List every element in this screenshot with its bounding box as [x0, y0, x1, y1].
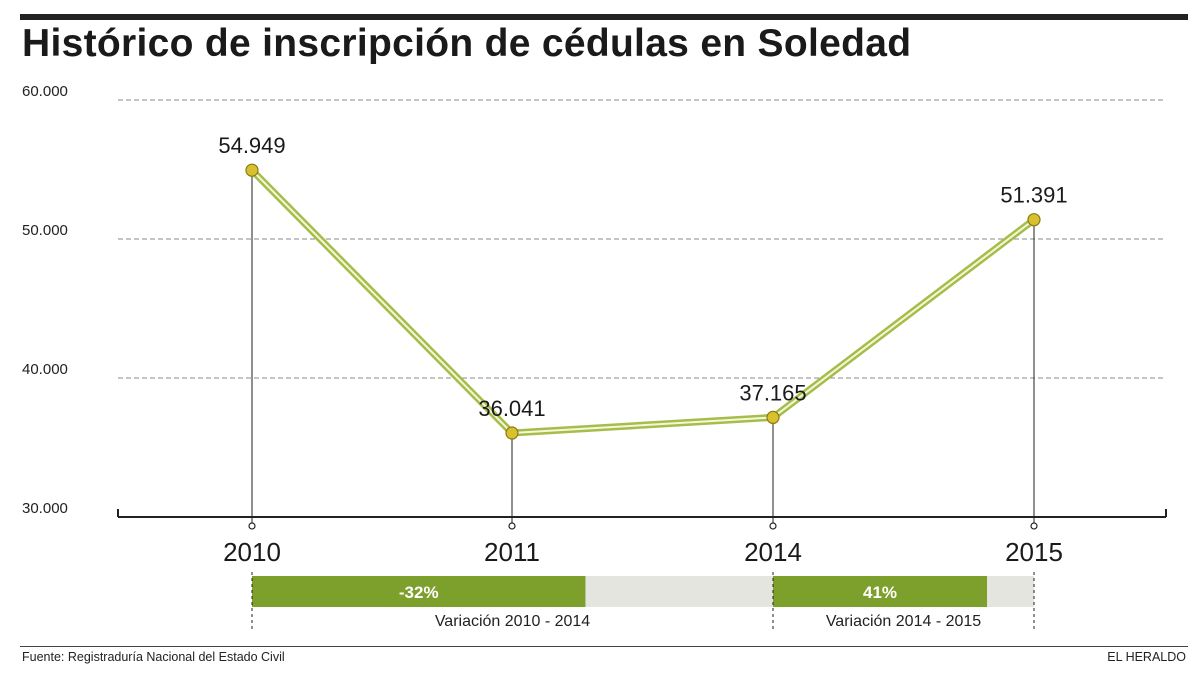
variation-value: -32%: [399, 583, 439, 602]
data-point: [505, 426, 519, 440]
footer-rule: [20, 646, 1188, 647]
x-tick-marker: [508, 522, 516, 530]
variation-value: 41%: [863, 583, 897, 602]
data-point: [1027, 213, 1041, 227]
y-tick-label: 60.000: [22, 83, 68, 100]
variation-label: Variación 2010 - 2014: [435, 613, 590, 630]
variation-label: Variación 2014 - 2015: [826, 613, 981, 630]
x-tick-marker: [248, 522, 256, 530]
source-note: Fuente: Registraduría Nacional del Estad…: [22, 650, 285, 664]
y-tick-label: 50.000: [22, 222, 68, 239]
variation-bar-fill: [773, 576, 988, 607]
series-line-highlight: [251, 169, 1035, 435]
publisher-brand: EL HERALDO: [1107, 650, 1186, 664]
data-label: 37.165: [739, 380, 806, 405]
variation-bar-fill: [252, 576, 586, 607]
y-tick-label: 30.000: [22, 500, 68, 517]
data-label: 51.391: [1000, 183, 1067, 208]
data-label: 54.949: [218, 133, 285, 158]
data-point: [766, 410, 780, 425]
chart-title: Histórico de inscripción de cédulas en S…: [22, 22, 912, 65]
x-tick-label: 2011: [484, 537, 540, 567]
y-tick-label: 40.000: [22, 361, 68, 378]
x-tick-marker: [769, 522, 777, 530]
data-label: 36.041: [478, 396, 545, 421]
x-tick-label: 2015: [1005, 537, 1063, 567]
data-point: [245, 163, 259, 177]
x-tick-label: 2014: [744, 537, 802, 567]
x-tick-label: 2010: [223, 537, 281, 567]
series-line: [249, 167, 1037, 437]
x-tick-marker: [1030, 522, 1038, 530]
top-rule: [20, 14, 1188, 20]
